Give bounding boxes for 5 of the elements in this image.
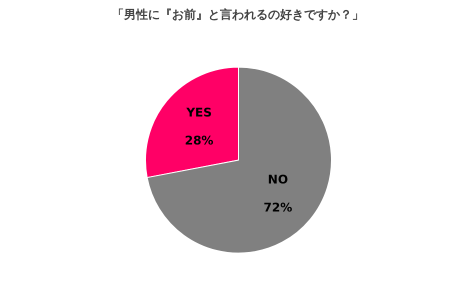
slice-label: NO: [268, 172, 288, 187]
data-label: 28%: [184, 134, 214, 148]
chart-title: 「男性に『お前』と言われるの好きですか？」: [112, 8, 364, 22]
slice-label: YES: [185, 106, 212, 120]
data-label: 72%: [264, 200, 292, 215]
